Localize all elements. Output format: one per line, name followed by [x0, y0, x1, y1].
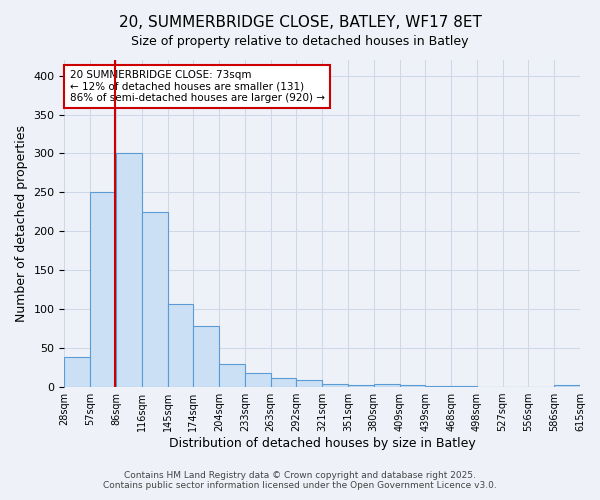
- Text: 20 SUMMERBRIDGE CLOSE: 73sqm
← 12% of detached houses are smaller (131)
86% of s: 20 SUMMERBRIDGE CLOSE: 73sqm ← 12% of de…: [70, 70, 325, 103]
- Bar: [348, 384, 374, 387]
- Bar: [142, 212, 167, 387]
- Bar: [167, 304, 193, 387]
- Bar: [219, 364, 245, 387]
- Bar: [271, 378, 296, 387]
- Bar: [296, 380, 322, 387]
- Bar: [322, 384, 348, 387]
- Text: Contains HM Land Registry data © Crown copyright and database right 2025.
Contai: Contains HM Land Registry data © Crown c…: [103, 470, 497, 490]
- Bar: [245, 373, 271, 387]
- Bar: [425, 386, 451, 387]
- Bar: [193, 326, 219, 387]
- Y-axis label: Number of detached properties: Number of detached properties: [15, 125, 28, 322]
- Text: 20, SUMMERBRIDGE CLOSE, BATLEY, WF17 8ET: 20, SUMMERBRIDGE CLOSE, BATLEY, WF17 8ET: [119, 15, 481, 30]
- Bar: [64, 358, 90, 387]
- Bar: [374, 384, 400, 387]
- X-axis label: Distribution of detached houses by size in Batley: Distribution of detached houses by size …: [169, 437, 476, 450]
- Text: Size of property relative to detached houses in Batley: Size of property relative to detached ho…: [131, 35, 469, 48]
- Bar: [554, 384, 580, 387]
- Bar: [451, 386, 477, 387]
- Bar: [90, 192, 116, 387]
- Bar: [116, 154, 142, 387]
- Bar: [400, 384, 425, 387]
